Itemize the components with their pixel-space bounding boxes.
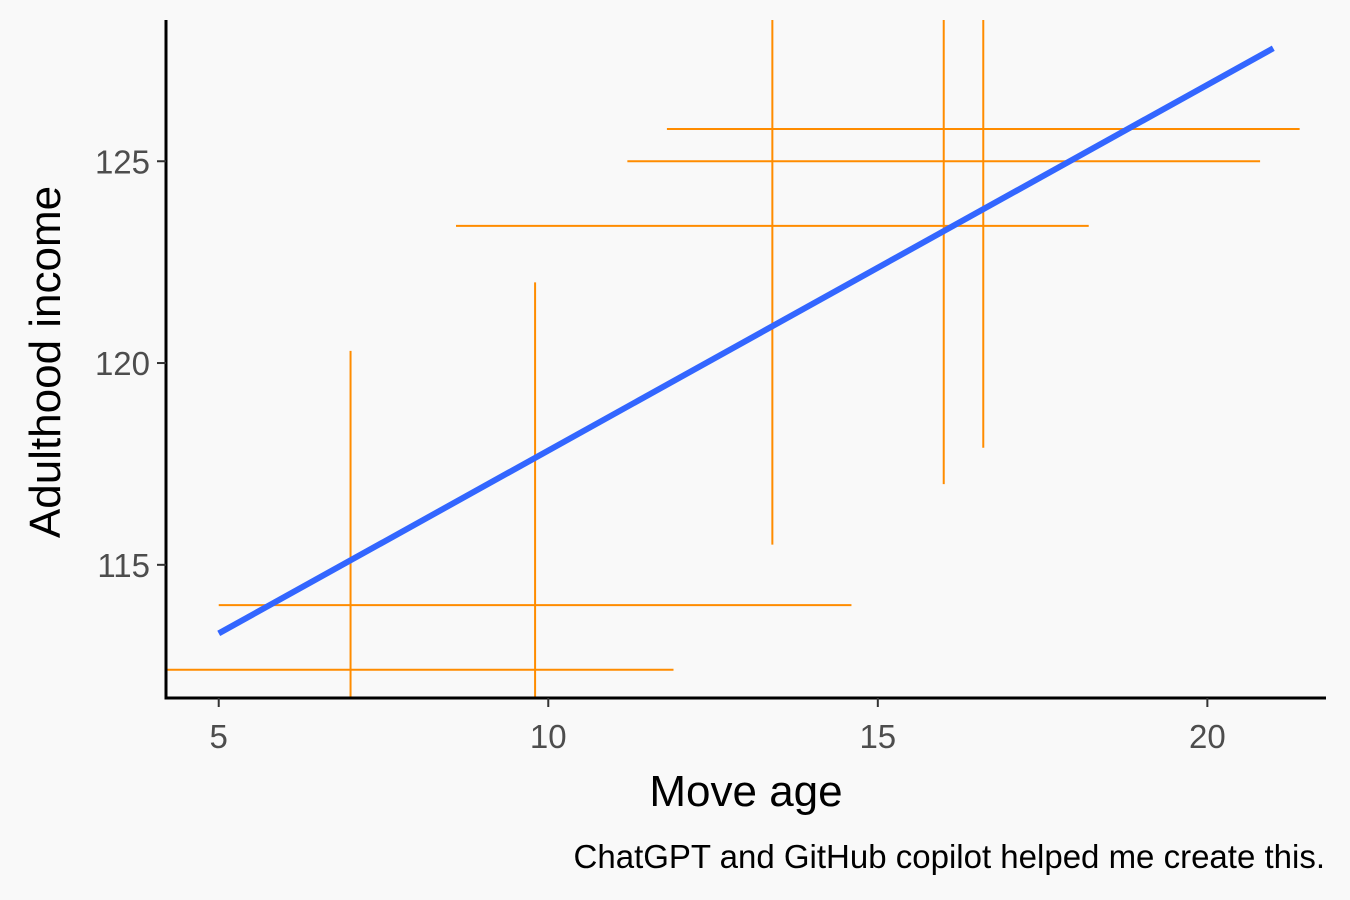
x-tick-label: 20 bbox=[1189, 718, 1226, 755]
x-axis-ticks: 5 10 15 20 bbox=[210, 698, 1226, 755]
y-axis-ticks: 115 120 125 bbox=[95, 143, 166, 584]
x-tick-label: 10 bbox=[530, 718, 567, 755]
crosshair-point-4 bbox=[627, 20, 1261, 485]
x-tick-label: 5 bbox=[210, 718, 228, 755]
crosshair-point-5 bbox=[666, 20, 1300, 448]
y-tick-label: 115 bbox=[97, 547, 150, 584]
y-axis-title: Adulthood income bbox=[21, 186, 70, 538]
chart-caption: ChatGPT and GitHub copilot helped me cre… bbox=[574, 838, 1325, 875]
crosshair-point-3 bbox=[456, 20, 1089, 545]
y-tick-label: 125 bbox=[95, 143, 150, 180]
fit-line bbox=[217, 45, 1275, 637]
x-axis-title: Move age bbox=[649, 767, 842, 816]
x-tick-label: 15 bbox=[859, 718, 896, 755]
crosshair-point-2 bbox=[218, 282, 852, 698]
crosshair-point-1 bbox=[166, 350, 674, 698]
chart-marks bbox=[166, 20, 1300, 698]
y-tick-label: 120 bbox=[95, 345, 150, 382]
